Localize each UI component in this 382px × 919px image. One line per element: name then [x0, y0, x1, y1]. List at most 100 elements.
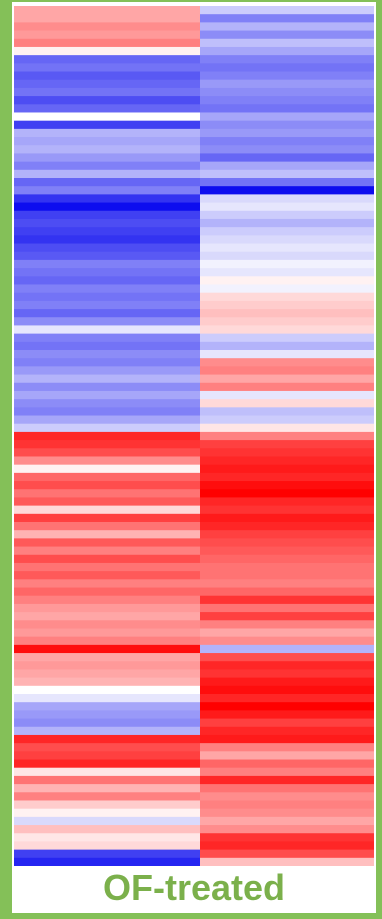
heatmap-cell: [14, 407, 200, 417]
heatmap-cell: [14, 350, 200, 359]
heatmap-cell: [200, 407, 374, 417]
heatmap-cell: [200, 30, 374, 40]
heatmap-cell: [14, 833, 200, 843]
heatmap-cell: [200, 96, 374, 105]
heatmap-cell: [200, 562, 374, 572]
heatmap-cell: [200, 128, 374, 138]
heatmap-cell: [14, 358, 200, 367]
heatmap-cell: [14, 587, 200, 597]
heatmap-cell: [200, 685, 374, 695]
heatmap-cell: [14, 849, 200, 859]
heatmap-cell: [14, 677, 200, 687]
heatmap-cell: [200, 186, 374, 195]
heatmap-cell: [14, 300, 200, 310]
heatmap-cell: [200, 800, 374, 810]
heatmap-cell: [200, 833, 374, 843]
heatmap-cell: [14, 456, 200, 466]
heatmap-cell: [200, 259, 374, 269]
heatmap-cell: [200, 636, 374, 646]
heatmap-cell: [14, 210, 200, 220]
heatmap-cell: [14, 800, 200, 810]
heatmap-cell: [14, 759, 200, 769]
heatmap-cell: [200, 79, 374, 89]
heatmap-cell: [200, 366, 374, 376]
heatmap-cell: [14, 153, 200, 163]
heatmap-cell: [200, 6, 374, 15]
heatmap-cell: [200, 612, 374, 621]
heatmap-cell: [14, 743, 200, 752]
heatmap-cell: [14, 202, 200, 212]
heatmap-cell: [200, 423, 374, 433]
heatmap-cell: [200, 775, 374, 785]
heatmap-cell: [14, 268, 200, 277]
heatmap-cell: [14, 137, 200, 146]
heatmap: [14, 6, 374, 866]
heatmap-cell: [200, 235, 374, 245]
heatmap-cell: [200, 350, 374, 359]
heatmap-cell: [200, 579, 374, 589]
heatmap-cell: [200, 137, 374, 146]
heatmap-cell: [14, 530, 200, 539]
heatmap-cell: [200, 194, 374, 204]
heatmap-cell: [14, 243, 200, 253]
heatmap-cell: [200, 522, 374, 531]
heatmap-cell: [200, 169, 374, 179]
heatmap-cell: [200, 178, 374, 187]
heatmap-cell: [14, 546, 200, 556]
heatmap-cell: [200, 309, 374, 318]
heatmap-cell: [14, 481, 200, 490]
heatmap-cell: [200, 849, 374, 859]
heatmap-cell: [14, 513, 200, 523]
heatmap-cell: [14, 333, 200, 343]
heatmap-cell: [14, 620, 200, 630]
heatmap-cell: [14, 22, 200, 32]
heatmap-cell: [14, 636, 200, 646]
heatmap-cell: [200, 382, 374, 392]
heatmap-cell: [200, 153, 374, 163]
heatmap-cell: [200, 251, 374, 261]
heatmap-cell: [200, 587, 374, 597]
heatmap-cell: [14, 161, 200, 171]
heatmap-cell: [14, 497, 200, 507]
heatmap-cell: [14, 644, 200, 654]
heatmap-cell: [14, 14, 200, 23]
heatmap-cell: [14, 792, 200, 802]
heatmap-cell: [200, 628, 374, 638]
heatmap-cell: [200, 513, 374, 523]
heatmap-cell: [14, 87, 200, 97]
heatmap-cell: [14, 710, 200, 720]
heatmap-cell: [200, 87, 374, 97]
heatmap-cell: [14, 841, 200, 851]
heatmap-cell: [14, 489, 200, 499]
heatmap-cell: [200, 759, 374, 769]
heatmap-cell: [14, 808, 200, 818]
heatmap-cell: [200, 218, 374, 228]
heatmap-cell: [200, 530, 374, 539]
heatmap-cell: [14, 112, 200, 122]
heatmap-cell: [14, 767, 200, 777]
heatmap-cell: [14, 571, 200, 580]
heatmap-cell: [14, 235, 200, 245]
heatmap-cell: [200, 497, 374, 507]
heatmap-cell: [200, 317, 374, 327]
heatmap-cell: [14, 628, 200, 638]
heatmap-cell: [200, 792, 374, 802]
heatmap-cell: [14, 718, 200, 728]
heatmap-cell: [200, 448, 374, 458]
heatmap-cell: [200, 751, 374, 761]
heatmap-cell: [200, 718, 374, 728]
heatmap-cell: [14, 46, 200, 56]
heatmap-cell: [14, 218, 200, 228]
heatmap-cell: [200, 620, 374, 630]
heatmap-cell: [200, 202, 374, 212]
heatmap-cell: [14, 63, 200, 73]
heatmap-cell: [14, 431, 200, 441]
heatmap-cell: [14, 55, 200, 64]
heatmap-cell: [200, 284, 374, 294]
heatmap-cell: [14, 464, 200, 474]
heatmap-cell: [14, 595, 200, 605]
heatmap-cell: [14, 96, 200, 105]
heatmap-cell: [200, 571, 374, 580]
heatmap-cell: [14, 374, 200, 384]
heatmap-cell: [200, 767, 374, 777]
